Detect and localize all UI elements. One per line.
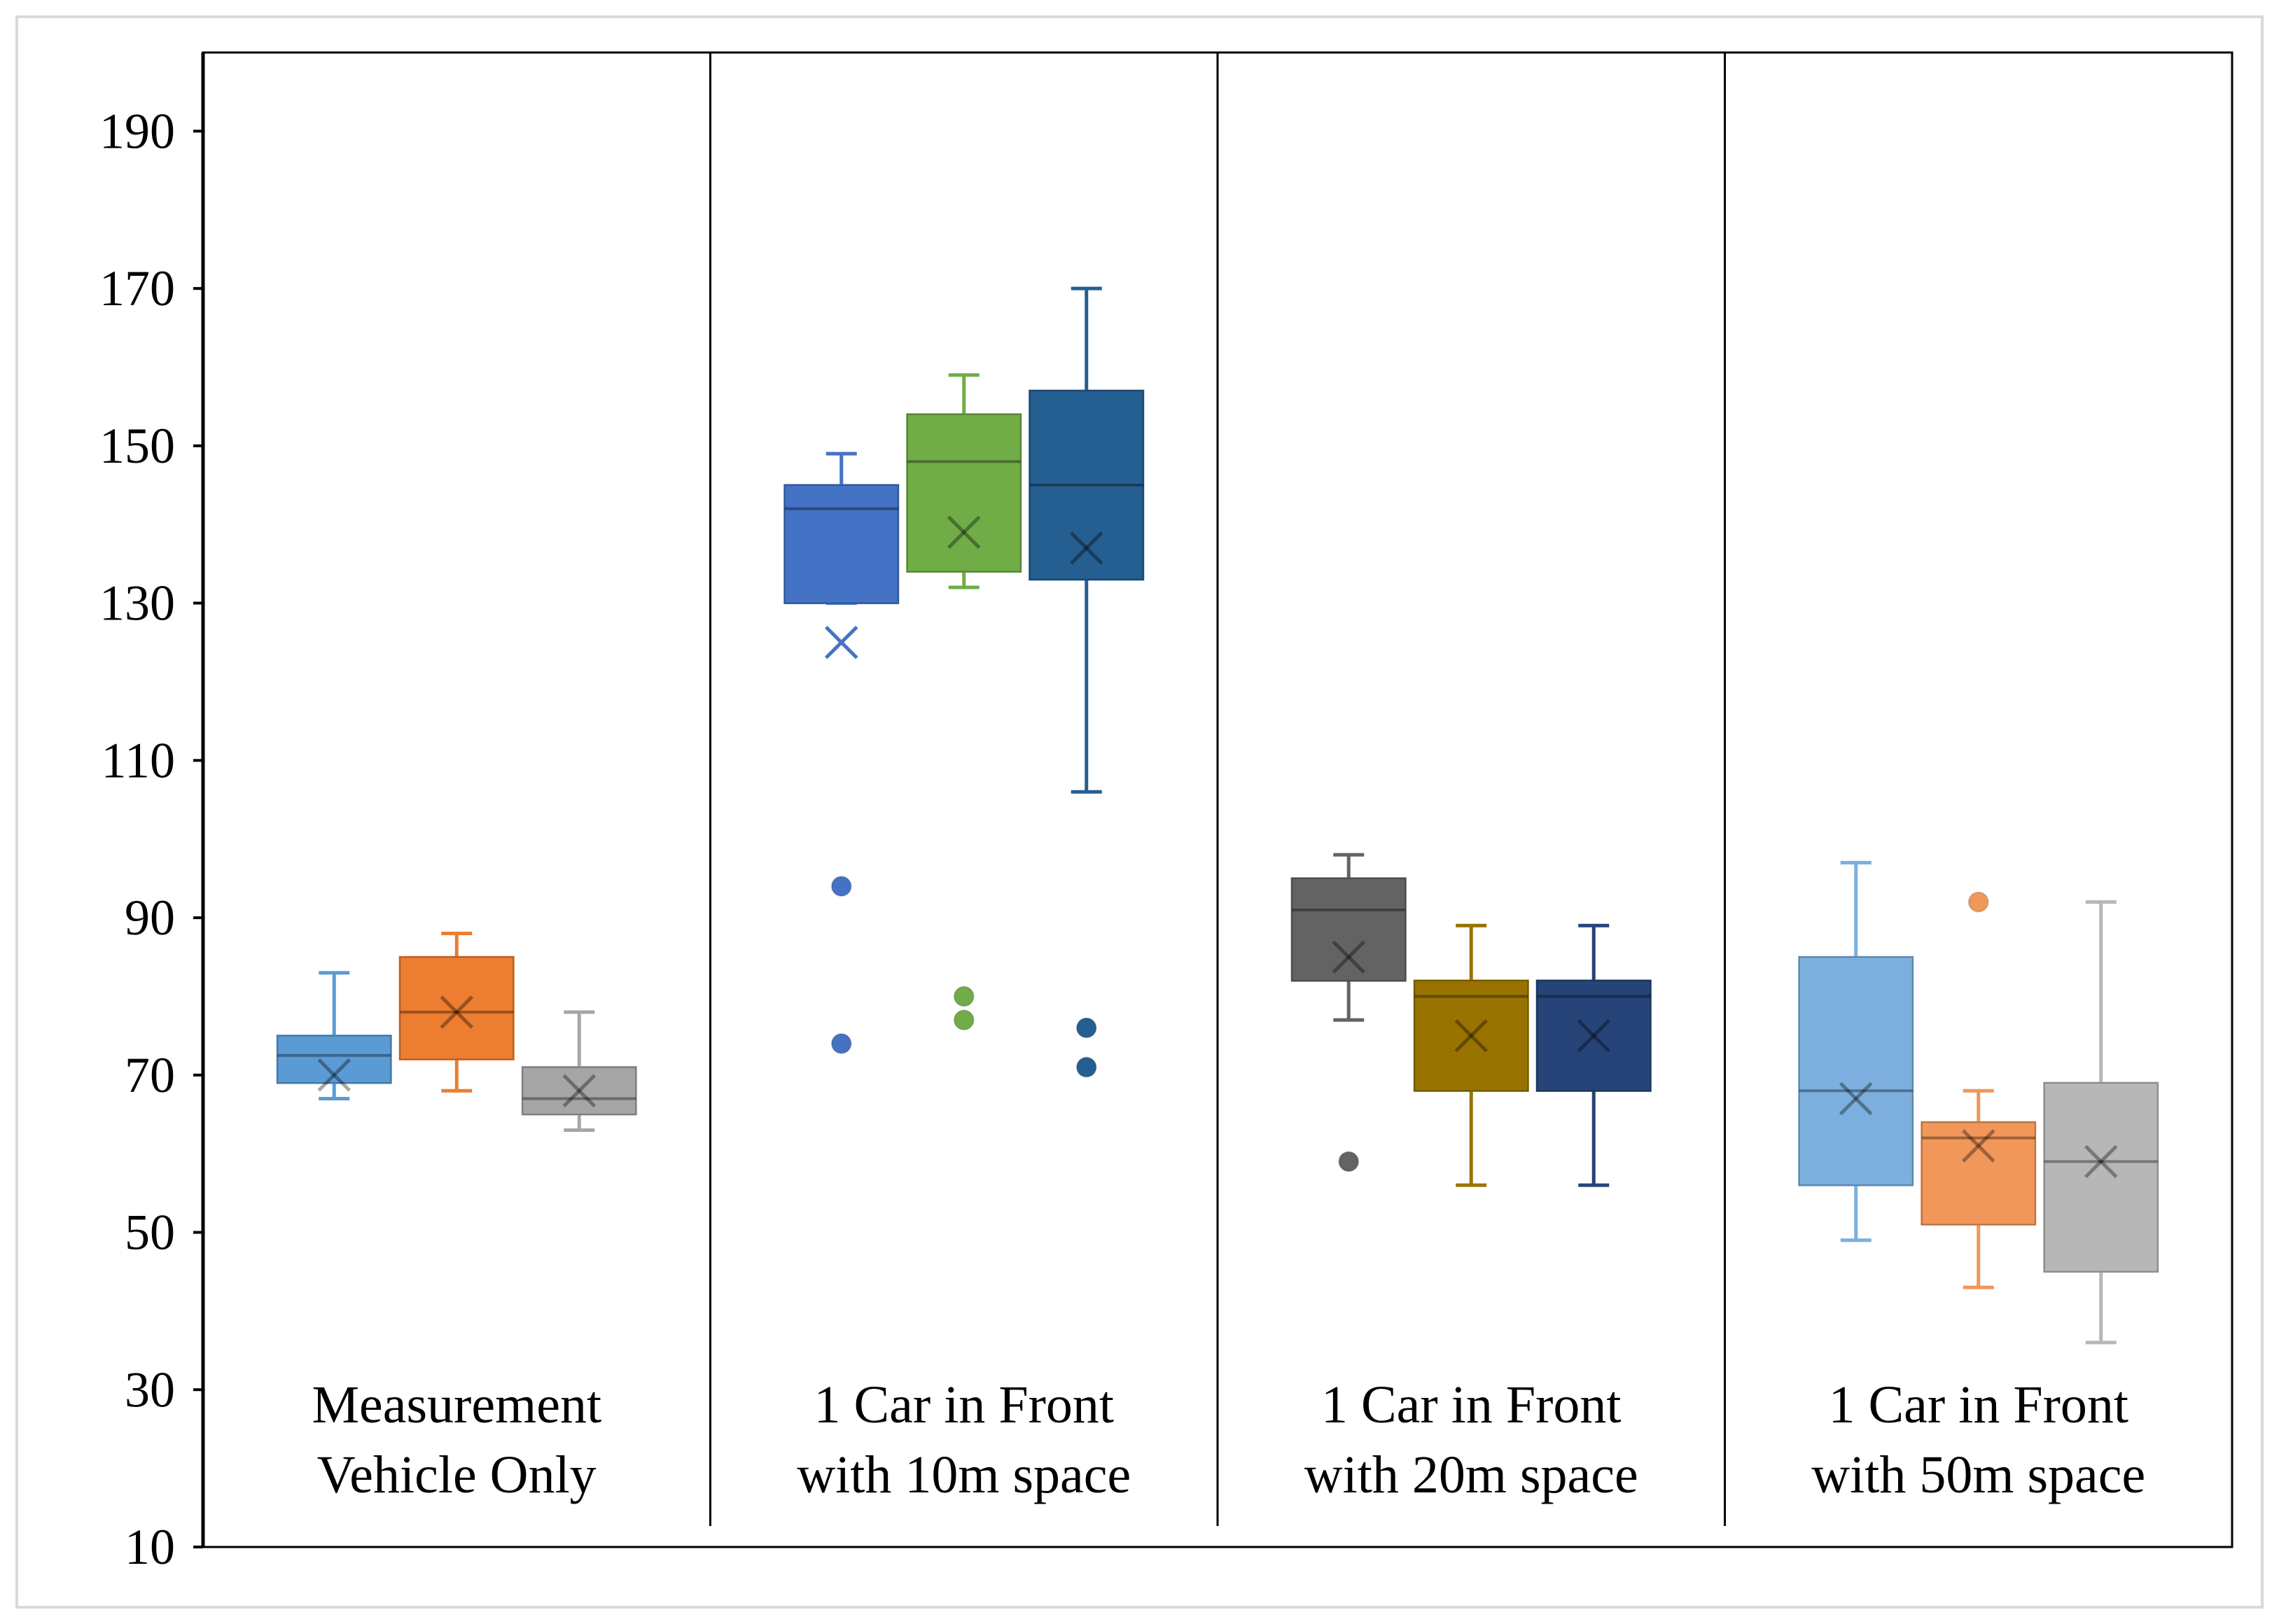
outlier-point — [1075, 1017, 1097, 1039]
mean-marker — [1454, 1018, 1489, 1053]
box-outline — [1798, 956, 1914, 1186]
y-tick-label: 50 — [125, 1205, 175, 1261]
mean-marker — [1839, 1082, 1873, 1116]
chart-frame — [15, 15, 2264, 1609]
box — [1535, 979, 1652, 1092]
box — [906, 413, 1022, 573]
box — [276, 1035, 392, 1084]
mean-marker — [2084, 1144, 2118, 1179]
group-label: Vehicle Only — [317, 1446, 597, 1504]
mean-marker — [562, 1074, 597, 1108]
box-outline — [1921, 1121, 2036, 1226]
box — [783, 484, 900, 605]
box-outline — [1414, 979, 1529, 1092]
group-label: 1 Car in Front — [1828, 1376, 2128, 1434]
mean-marker — [317, 1058, 351, 1092]
mean-marker — [1069, 531, 1103, 565]
mean-marker — [947, 515, 981, 550]
box — [2043, 1082, 2159, 1273]
box-outline — [1029, 390, 1144, 580]
mean-marker — [1454, 1018, 1489, 1053]
box — [1029, 389, 1145, 581]
outlier-point — [1338, 1151, 1360, 1172]
outlier-point — [830, 876, 852, 897]
group-label: with 20m space — [1304, 1446, 1638, 1504]
mean-marker — [1332, 940, 1366, 974]
box — [1798, 955, 1914, 1186]
box-outline — [783, 484, 899, 604]
outlier-point — [1967, 891, 1989, 913]
group-label: Measurement — [312, 1376, 601, 1434]
box-outline — [2043, 1082, 2159, 1273]
box-outline — [1536, 979, 1652, 1092]
y-tick-label: 150 — [99, 418, 175, 474]
mean-marker — [1577, 1018, 1611, 1053]
outlier-point — [830, 1032, 852, 1054]
y-tick-label: 30 — [125, 1362, 175, 1418]
box — [1921, 1121, 2037, 1226]
box — [1413, 979, 1529, 1092]
mean-marker — [1839, 1082, 1873, 1116]
outlier-point — [953, 1009, 975, 1031]
box-outline — [1291, 877, 1407, 981]
box-outline — [906, 413, 1022, 573]
mean-marker — [1332, 940, 1366, 974]
mean-marker — [440, 995, 474, 1029]
box — [398, 955, 515, 1060]
mean-marker — [562, 1074, 597, 1108]
box — [1290, 877, 1407, 982]
y-tick-label: 190 — [99, 103, 175, 159]
y-tick-label: 70 — [125, 1047, 175, 1103]
y-tick-label: 90 — [125, 890, 175, 946]
mean-marker — [947, 515, 981, 550]
mean-marker — [2084, 1144, 2118, 1179]
y-tick-label: 170 — [99, 260, 175, 316]
y-tick-label: 10 — [125, 1519, 175, 1575]
group-label: with 50m space — [1811, 1446, 2145, 1504]
mean-marker — [1961, 1129, 1995, 1163]
box-outline — [277, 1035, 392, 1084]
group-label: with 10m space — [797, 1446, 1131, 1504]
mean-marker — [824, 625, 858, 659]
box — [521, 1066, 637, 1116]
y-tick-label: 110 — [102, 732, 175, 788]
mean-marker — [317, 1058, 351, 1092]
box-outline — [522, 1066, 637, 1115]
mean-marker — [440, 995, 474, 1029]
box-outline — [399, 956, 515, 1060]
group-label: 1 Car in Front — [1321, 1376, 1622, 1434]
mean-marker — [1069, 531, 1103, 565]
outlier-point — [953, 986, 975, 1007]
mean-marker — [1577, 1018, 1611, 1053]
group-label: 1 Car in Front — [814, 1376, 1114, 1434]
mean-marker — [1961, 1129, 1995, 1163]
outlier-point — [1075, 1056, 1097, 1078]
y-tick-label: 130 — [99, 575, 175, 631]
